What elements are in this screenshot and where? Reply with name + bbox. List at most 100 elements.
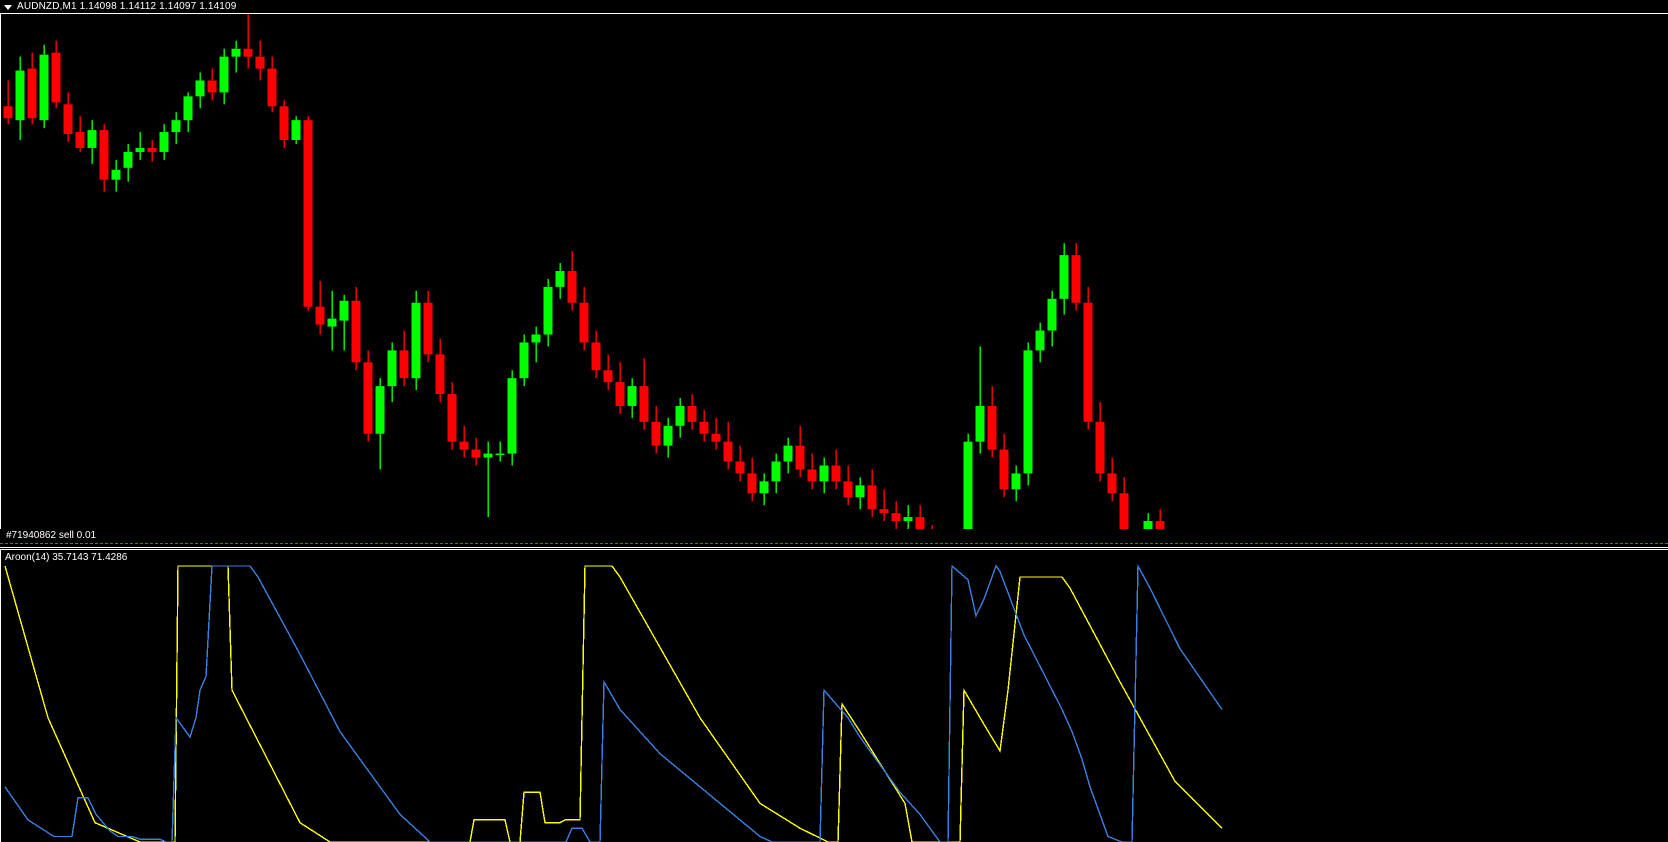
candle-body-bull bbox=[963, 441, 973, 529]
order-ticket-label[interactable]: #71940862 sell 0.01 bbox=[6, 530, 97, 541]
candle-wick bbox=[907, 505, 909, 529]
candle-body-bull bbox=[1035, 330, 1045, 351]
candle-body-bull bbox=[819, 465, 829, 482]
candle-body-bear bbox=[843, 481, 853, 498]
candle-body-bull bbox=[291, 120, 301, 141]
candle-body-bear bbox=[363, 362, 373, 434]
price-chart-pane[interactable] bbox=[0, 13, 1668, 529]
candle-body-bear bbox=[423, 302, 433, 355]
candle-body-bull bbox=[771, 461, 781, 482]
candle-wick bbox=[1159, 509, 1161, 529]
candle-body-bear bbox=[351, 300, 361, 363]
candle-body-bull bbox=[663, 425, 673, 446]
candle-body-bull bbox=[111, 169, 121, 180]
candle-body-bear bbox=[591, 342, 601, 371]
candle-body-bear bbox=[603, 370, 613, 383]
candle-body-bear bbox=[567, 271, 577, 303]
candle-body-bull bbox=[783, 445, 793, 462]
candle-body-bull bbox=[543, 286, 553, 335]
candle-body-bull bbox=[375, 386, 385, 434]
candle-body-bull bbox=[495, 453, 505, 456]
candle-body-bear bbox=[723, 441, 733, 462]
order-level-line[interactable] bbox=[0, 543, 1668, 544]
aroon-indicator-pane[interactable]: Aroon(14) 35.7143 71.4286 bbox=[0, 550, 1668, 842]
candle-body-bull bbox=[903, 517, 913, 522]
order-level-band: #71940862 sell 0.01 bbox=[0, 529, 1668, 550]
candle-wick bbox=[343, 294, 345, 351]
candle-body-bear bbox=[447, 394, 457, 442]
candle-body-bull bbox=[1023, 350, 1033, 474]
candle-body-bear bbox=[999, 449, 1009, 490]
chart-titlebar: AUDNZD,M1 1.14098 1.14112 1.14097 1.1410… bbox=[0, 0, 1668, 13]
candle-body-bear bbox=[435, 354, 445, 395]
candle-body-bear bbox=[795, 445, 805, 470]
candle-body-bear bbox=[99, 130, 109, 180]
candle-body-bull bbox=[519, 342, 529, 379]
candle-body-bear bbox=[303, 120, 313, 307]
candle-body-bear bbox=[699, 421, 709, 434]
candle-body-bear bbox=[687, 405, 697, 422]
aroon-series bbox=[4, 563, 1223, 842]
candle-wick bbox=[919, 505, 921, 529]
candle-body-bull bbox=[759, 481, 769, 494]
candle-body-bull bbox=[123, 151, 133, 168]
candle-body-bull bbox=[1059, 255, 1069, 299]
candle-body-bull bbox=[339, 300, 349, 321]
candlestick-series bbox=[3, 13, 1165, 529]
candle-body-bull bbox=[1047, 298, 1057, 331]
candle-wick bbox=[499, 441, 501, 462]
candle-body-bear bbox=[807, 469, 817, 482]
candle-body-bull bbox=[39, 54, 49, 121]
candle-body-bear bbox=[879, 509, 889, 514]
candle-body-bull bbox=[195, 80, 205, 97]
candle-body-bear bbox=[471, 449, 481, 458]
candle-body-bear bbox=[1107, 473, 1117, 494]
candle-body-bull bbox=[87, 130, 97, 148]
candle-body-bear bbox=[711, 433, 721, 442]
candle-body-bear bbox=[915, 517, 925, 529]
candle-body-bear bbox=[1095, 421, 1105, 474]
candle-body-bear bbox=[63, 104, 73, 135]
candle-body-bull bbox=[507, 378, 517, 454]
candle-body-bull bbox=[15, 70, 25, 121]
pane-divider-top bbox=[0, 547, 1668, 548]
candle-body-bear bbox=[459, 441, 469, 450]
candle-body-bear bbox=[27, 68, 37, 119]
candle-body-bear bbox=[1083, 302, 1093, 422]
pane-divider-bottom bbox=[0, 549, 1668, 550]
candle-body-bull bbox=[231, 48, 241, 57]
aroon-line-aroon-up bbox=[4, 565, 1223, 842]
candle-body-bear bbox=[267, 68, 277, 107]
candle-body-bear bbox=[399, 350, 409, 379]
candle-body-bear bbox=[75, 132, 85, 148]
candle-wick bbox=[247, 13, 249, 69]
chevron-down-icon[interactable] bbox=[4, 4, 12, 10]
candle-body-bear bbox=[987, 405, 997, 450]
candle-body-bull bbox=[1143, 521, 1153, 529]
candle-body-bear bbox=[147, 147, 157, 152]
candle-body-bear bbox=[615, 382, 625, 406]
symbol-ohlc-label: AUDNZD,M1 1.14098 1.14112 1.14097 1.1410… bbox=[17, 0, 237, 12]
candle-body-bear bbox=[1155, 521, 1165, 529]
candle-body-bull bbox=[1011, 473, 1021, 490]
candle-body-bear bbox=[867, 485, 877, 510]
candle-body-bull bbox=[183, 96, 193, 121]
candle-body-bear bbox=[315, 306, 325, 325]
candle-body-bear bbox=[735, 461, 745, 474]
candle-body-bull bbox=[483, 453, 493, 458]
candle-body-bear bbox=[1071, 255, 1081, 303]
candle-body-bull bbox=[675, 405, 685, 426]
candle-body-bull bbox=[387, 350, 397, 387]
candle-body-bear bbox=[243, 48, 253, 57]
candle-body-bull bbox=[855, 485, 865, 498]
candle-body-bull bbox=[627, 386, 637, 406]
candle-body-bear bbox=[579, 302, 589, 343]
candle-body-bull bbox=[555, 271, 565, 287]
candle-wick bbox=[7, 80, 9, 125]
candle-body-bear bbox=[651, 421, 661, 446]
candle-wick bbox=[931, 525, 933, 529]
aroon-indicator-label[interactable]: Aroon(14) 35.7143 71.4286 bbox=[5, 552, 128, 563]
candle-body-bear bbox=[639, 386, 649, 422]
candle-body-bear bbox=[3, 106, 13, 119]
